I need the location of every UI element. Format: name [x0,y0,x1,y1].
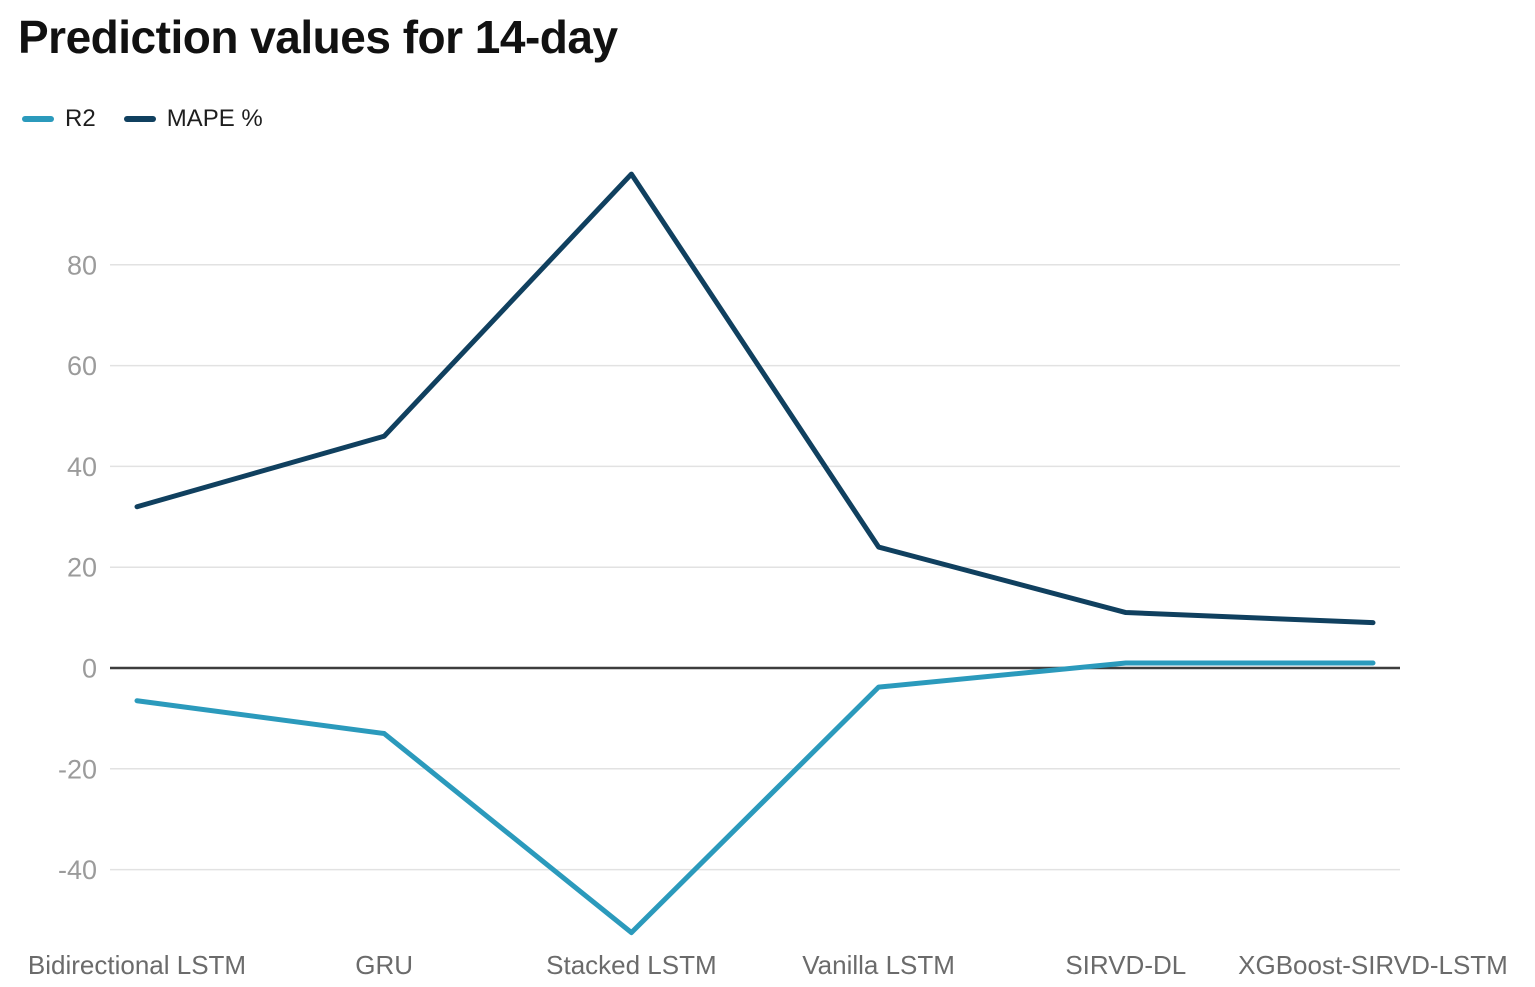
y-axis-tick-labels: 80 60 40 20 0 -20 -40 [58,250,97,885]
x-category-label: GRU [355,950,413,980]
y-tick-label: 80 [67,250,97,280]
x-category-label: XGBoost-SIRVD-LSTM [1238,950,1508,980]
gridlines [110,264,1400,871]
legend-line-swatch-r2 [22,116,54,122]
x-category-label: Stacked LSTM [546,950,717,980]
series-lines [134,171,1376,936]
y-tick-label: 20 [67,553,97,583]
legend-line-swatch-mape [123,116,156,122]
y-tick-label: -20 [58,754,97,784]
series-line-mape[interactable] [134,171,1376,626]
x-axis-category-labels: Bidirectional LSTM GRU Stacked LSTM Vani… [28,950,1508,980]
legend-item-r2[interactable]: R2 [22,105,96,133]
y-tick-label: 40 [67,452,97,482]
legend: R2 MAPE % [22,105,263,133]
series-line-r2[interactable] [134,660,1376,936]
y-tick-label: 0 [82,653,97,683]
y-tick-label: -40 [58,855,97,885]
y-tick-label: 60 [67,351,97,381]
chart-title: Prediction values for 14-day [18,11,618,63]
legend-label-r2: R2 [65,105,96,132]
legend-item-mape[interactable]: MAPE % [123,105,263,133]
x-category-label: Vanilla LSTM [802,950,955,980]
x-category-label: Bidirectional LSTM [28,950,246,980]
x-category-label: SIRVD-DL [1065,950,1186,980]
legend-label-mape: MAPE % [166,105,263,132]
